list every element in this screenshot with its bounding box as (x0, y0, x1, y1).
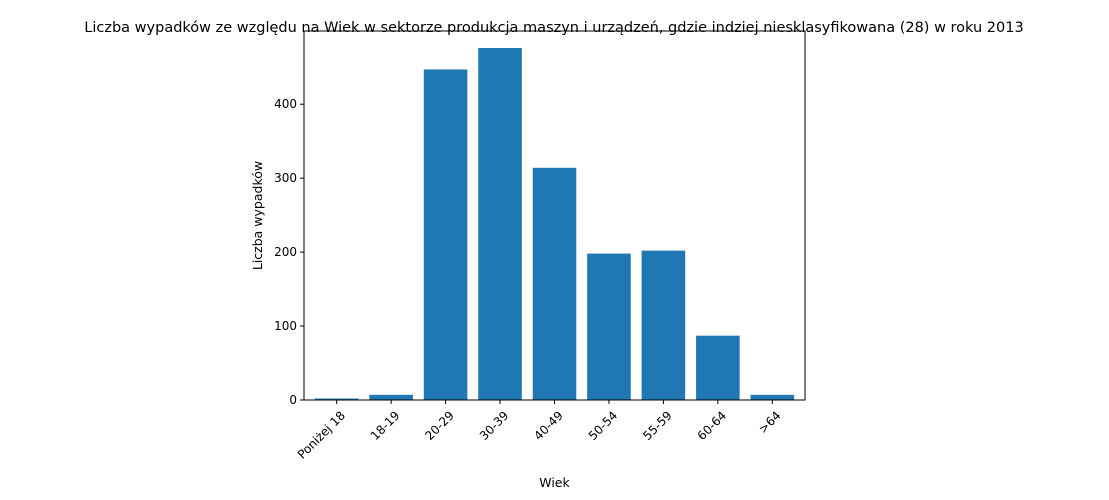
chart-title: Liczba wypadków ze względu na Wiek w sek… (84, 20, 1023, 36)
x-tick-label: 60-64 (695, 408, 730, 443)
y-axis-label: Liczba wypadków (250, 161, 265, 270)
x-tick-label: 50-54 (586, 408, 621, 443)
y-tick-label: 300 (274, 171, 297, 185)
x-axis: Poniżej 18 18-19 20-29 30-39 40-49 50-54 55-59… (295, 400, 784, 462)
x-tick-label: Poniżej 18 (295, 408, 348, 461)
bar-30-39 (478, 48, 522, 400)
bar-60-64 (696, 335, 740, 400)
bar->64 (750, 394, 795, 400)
bar-18-19 (369, 394, 413, 400)
bar-40-49 (532, 167, 577, 400)
x-tick-label: 55-59 (640, 408, 675, 443)
x-axis-label: Wiek (539, 475, 570, 490)
x-tick-label: 40-49 (531, 408, 566, 443)
x-tick-label: 30-39 (477, 408, 512, 443)
x-tick-label: 20-29 (422, 408, 457, 443)
y-tick-label: 200 (274, 245, 297, 259)
bar-Poniżej 18 (314, 398, 359, 400)
bar-50-54 (587, 253, 631, 400)
y-tick-label: 400 (274, 97, 297, 111)
bar-55-59 (641, 250, 686, 400)
y-tick-label: 0 (289, 393, 297, 407)
bars-group (314, 48, 795, 400)
y-tick-label: 100 (274, 319, 297, 333)
x-tick-label: >64 (756, 408, 784, 436)
y-axis: 0 100 200 300 400 (274, 97, 304, 407)
bar-20-29 (423, 69, 468, 400)
x-tick-label: 18-19 (368, 408, 403, 443)
